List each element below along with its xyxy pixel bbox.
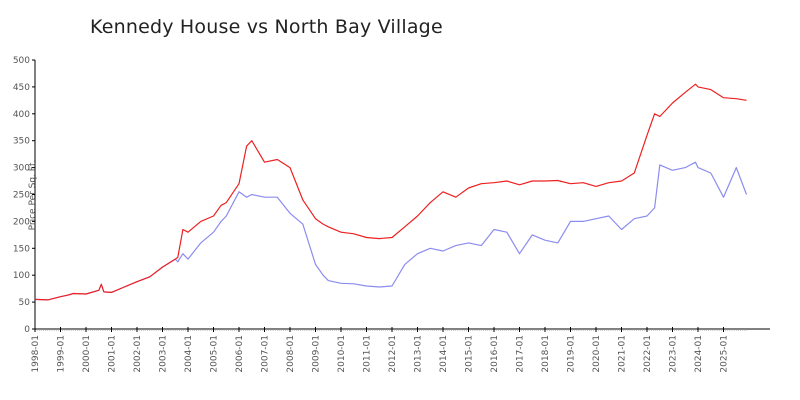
y-axis: 0 50 100 150 200 250 300 350 400 450 500 (13, 56, 36, 335)
y-tick-label: 250 (13, 191, 30, 201)
x-tick-label: 2002-01 (133, 335, 143, 373)
x-tick-label: 2016-01 (490, 335, 500, 373)
y-tick-label: 200 (13, 217, 30, 227)
x-tick-label: 2001-01 (108, 335, 118, 373)
x-tick-label: 2015-01 (465, 335, 475, 373)
x-tick-label: 2008-01 (286, 335, 296, 373)
x-tick-label: 2022-01 (643, 335, 653, 373)
x-tick-label: 2009-01 (312, 335, 322, 373)
x-tick-label: 2000-01 (82, 335, 92, 373)
x-tick-label: 2004-01 (184, 335, 194, 373)
x-axis: 1998-01 1999-01 2000-01 2001-01 2002-01 2003-… (31, 327, 770, 373)
x-tick-label: 2017-01 (516, 335, 526, 373)
y-tick-label: 500 (13, 56, 30, 66)
x-tick-label: 2003-01 (159, 335, 169, 373)
x-tick-label: 2012-01 (388, 335, 398, 373)
y-tick-label: 50 (19, 298, 31, 308)
series-line-kennedy-house (34, 83, 747, 301)
x-tick-label: 2025-01 (720, 335, 730, 373)
y-tick-label: 100 (13, 271, 30, 281)
x-tick-label: 2019-01 (567, 335, 577, 373)
series-line-north-bay-village (34, 161, 748, 301)
x-tick-label: 2005-01 (210, 335, 220, 373)
y-tick-label: 0 (24, 325, 30, 335)
x-tick-label: 2024-01 (694, 335, 704, 373)
x-tick-label: 2007-01 (261, 335, 271, 373)
x-tick-label: 2011-01 (363, 335, 373, 373)
x-tick-label: 1999-01 (57, 335, 67, 373)
x-tick-label: 2023-01 (669, 335, 679, 373)
x-tick-label: 1998-01 (31, 335, 41, 373)
x-tick-label: 2020-01 (592, 335, 602, 373)
x-tick-label: 2021-01 (618, 335, 628, 373)
x-tick-label: 2006-01 (235, 335, 245, 373)
x-tick-label: 2018-01 (541, 335, 551, 373)
series-layer (34, 83, 748, 301)
y-tick-label: 400 (13, 110, 30, 120)
y-tick-label: 350 (13, 137, 30, 147)
x-tick-label: 2010-01 (337, 335, 347, 373)
y-tick-label: 300 (13, 164, 30, 174)
y-axis-label: Price Per Sq. Ft. (28, 160, 38, 231)
x-tick-label: 2014-01 (439, 335, 449, 373)
y-tick-label: 450 (13, 83, 30, 93)
y-tick-label: 150 (13, 244, 30, 254)
chart-title: Kennedy House vs North Bay Village (90, 16, 443, 38)
x-tick-label: 2013-01 (414, 335, 424, 373)
